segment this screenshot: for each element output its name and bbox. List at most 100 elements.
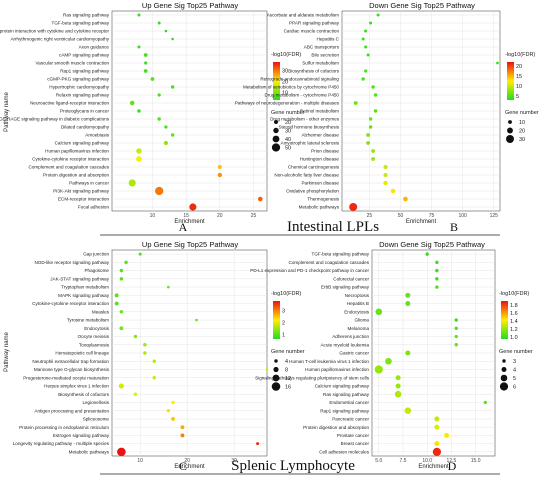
data-point [361,77,365,81]
data-point [373,109,378,113]
x-tick-label: 5.0 [375,458,382,464]
data-point [435,277,439,281]
data-point [383,172,388,178]
size-legend-label: 50 [285,146,291,152]
y-tick-label: Prostate cancer [337,433,370,438]
data-point [136,148,142,154]
y-tick-label: Measles [92,309,110,314]
y-tick-label: Human papillomavirus infection [305,367,369,372]
y-tick-label: JAK-STAT signaling pathway [50,276,109,281]
x-tick-label: 10 [137,458,143,464]
data-point [368,125,373,129]
data-point [435,285,439,289]
panel-letter: C [179,459,187,473]
color-legend-tick: 1.6 [510,311,518,317]
color-legend-tick: 5 [516,94,519,100]
data-point [217,172,222,178]
data-point [170,85,175,89]
y-tick-label: TGF-beta signaling pathway [52,21,110,26]
data-point [119,268,124,273]
y-tick-label: Legionellosis [82,400,109,405]
data-point [390,188,396,194]
y-tick-label: Tryptophan metabolism [61,285,109,290]
data-point [143,69,148,73]
color-legend-title: -log10(FDR) [271,291,301,297]
color-legend-tick: 30 [282,69,288,75]
y-tick-label: Retinol metabolism [300,109,339,114]
size-legend-label: 6 [513,385,516,391]
y-tick-label: Human papillomavirus infection [45,149,109,154]
y-tick-label: Chemical carcinogenesis [288,165,340,170]
y-tick-label: AGE-RAGE signaling pathway in diabetic c… [0,117,110,122]
y-tick-label: Antigen processing and presentation [34,408,109,413]
data-point [155,186,164,196]
y-tick-label: Adherens junction [332,334,369,339]
y-tick-label: Metabolic pathways [299,205,340,210]
y-tick-label: Cell adhesion molecules [319,449,369,454]
data-point [364,69,368,73]
data-point [138,252,142,256]
data-point [119,277,124,281]
data-point [435,260,439,265]
color-legend-tick: 1.8 [510,303,518,309]
size-legend-label: 3 [513,359,516,365]
panel-title: Up Gene Sig Top25 Pathway [142,1,238,10]
y-tick-label: PD-L1 expression and PD-1 checkpoint pat… [250,268,369,273]
y-tick-label: Oocyte meiosis [78,334,110,339]
y-tick-label: Ras signaling pathway [63,13,110,18]
y-tick-label: Herpes simplex virus 1 infection [44,384,109,389]
y-tick-label: Amoebiasis [85,133,109,138]
y-tick-label: Protein digestion and absorption [43,173,109,178]
y-tick-label: Human T-cell leukemia virus 1 infection [289,359,369,364]
data-point [364,29,368,33]
color-legend-tick: 20 [516,64,522,70]
section-title-top: Intestinal LPLs [287,219,379,235]
size-legend-dot [499,382,509,391]
color-legend-title: -log10(FDR) [505,52,535,58]
data-point [152,359,156,363]
y-tick-label: Relaxin signaling pathway [56,93,110,98]
data-point [366,53,370,57]
color-legend-tick: 1.4 [510,319,518,325]
data-point [119,310,124,314]
y-tick-label: Neuroactive ligand-receptor interaction [30,101,109,106]
data-point [368,117,373,121]
y-axis-title: Pathway name [4,92,10,132]
data-point [137,13,141,17]
y-tick-label: Prion disease [311,149,339,154]
y-tick-label: Protein digestion and absorption [303,425,369,430]
y-tick-label: Vascular smooth muscle contraction [36,61,110,66]
data-point [163,140,169,146]
y-tick-label: Dilated cardiomyopathy [61,125,110,130]
y-tick-label: Amyotrophic lateral sclerosis [281,141,340,146]
y-tick-label: Retrograde endocannabinoid signaling [260,77,339,82]
y-tick-label: Bile secretion [311,53,339,58]
x-tick-label: 25 [251,213,257,219]
y-tick-label: Hypertrophic cardiomyopathy [49,85,109,90]
y-tick-label: Signaling pathways regulating pluripoten… [255,375,370,380]
data-point [170,133,175,137]
panel-title: Down Gene Sig Top25 Pathway [379,240,485,249]
data-point [405,301,411,307]
y-tick-label: Steroid hormone biosynthesis [278,125,339,130]
x-tick-label: 100 [459,213,468,219]
data-point [385,357,392,365]
data-point [157,21,161,25]
data-point [395,383,401,389]
y-tick-label: Metabolism of xenobiotics by cytochrome … [243,85,339,90]
data-point [114,293,119,298]
data-point [257,196,263,202]
y-tick-label: Proteoglycans in cancer [60,109,109,114]
color-legend-bar [273,62,280,100]
y-tick-label: Non-alcoholic fatty liver disease [274,173,339,178]
size-legend-dot [507,127,513,134]
size-legend-dot [272,374,280,382]
x-tick-label: 15.0 [471,458,481,464]
data-point [144,61,148,65]
data-point [119,326,124,331]
data-point [425,252,429,256]
section-title-bottom: Splenic Lymphocyte [231,458,355,474]
y-tick-label: Phagosome [84,268,109,273]
data-point [143,343,147,347]
